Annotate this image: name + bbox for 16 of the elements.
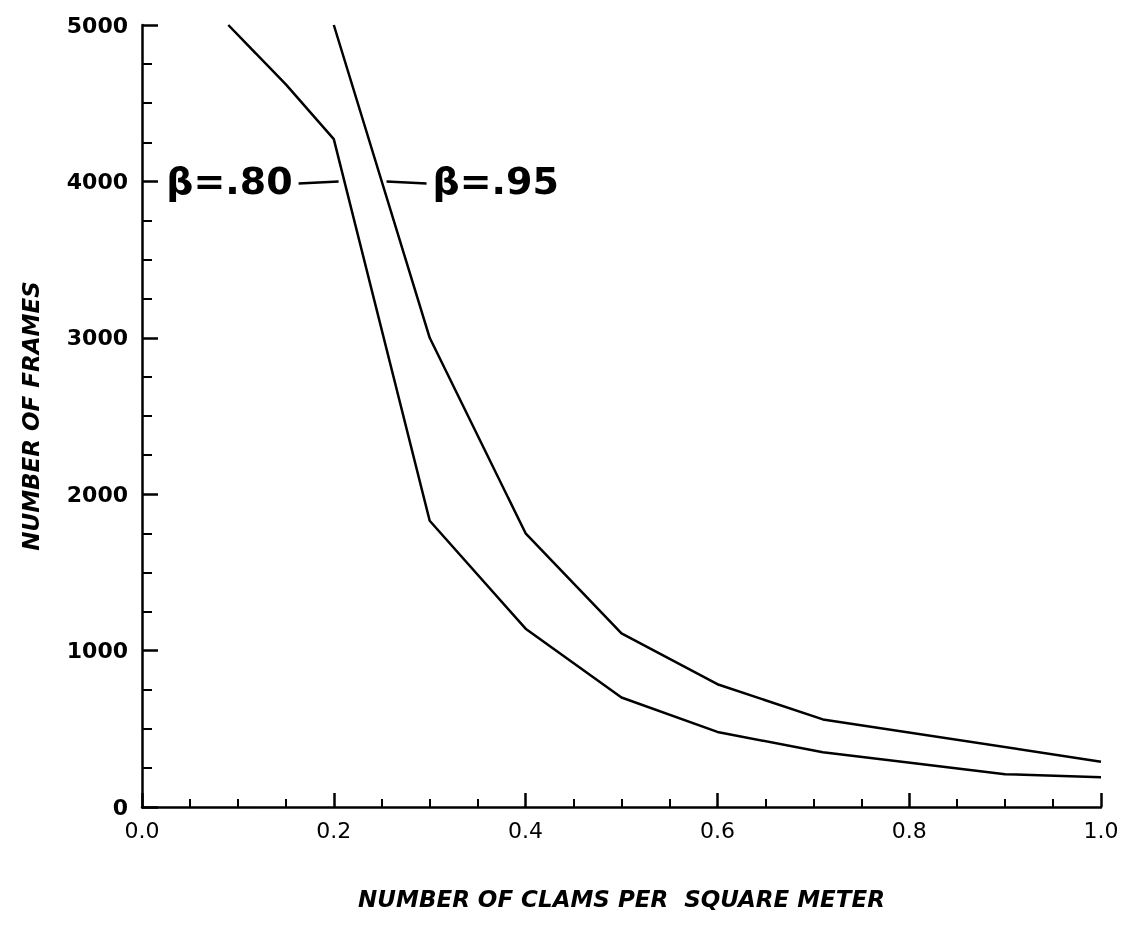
x-tick-label: 0.8 <box>891 817 927 843</box>
y-tick-label: 2000 <box>66 481 128 507</box>
y-tick-label: 1000 <box>66 638 128 664</box>
x-tick-label: 0.2 <box>316 817 352 843</box>
x-tick-label: 0.6 <box>699 817 735 843</box>
x-tick-label: 0.4 <box>508 817 544 843</box>
x-tick-label: 1.0 <box>1083 817 1119 843</box>
y-tick-label: 3000 <box>66 325 128 351</box>
annotation: β=.80 <box>166 159 293 204</box>
x-axis-title: NUMBER OF CLAMS PER SQUARE METER <box>358 885 885 912</box>
y-tick-label: 0 <box>112 794 128 820</box>
x-tick-label: 0.0 <box>124 817 160 843</box>
y-tick-label: 4000 <box>66 168 128 194</box>
annotation: β=.95 <box>432 159 559 204</box>
y-axis-title: NUMBER OF FRAMES <box>17 281 44 551</box>
y-tick-label: 5000 <box>66 12 128 38</box>
